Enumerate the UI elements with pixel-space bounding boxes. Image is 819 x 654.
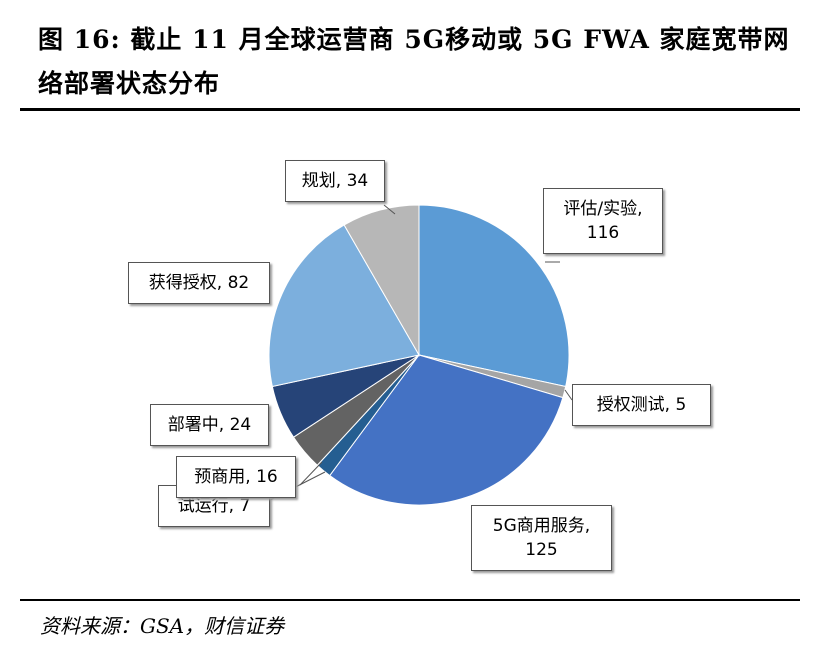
- leader-line-3: [299, 461, 323, 486]
- source-rule: [20, 599, 800, 601]
- label-5g-commercial: 5G商用服务, 125: [471, 505, 612, 571]
- label-bushuzhong: 部署中, 24: [150, 404, 269, 446]
- label-shouquanceshi: 授权测试, 5: [572, 384, 711, 426]
- pie-slice-2: [329, 354, 564, 506]
- pie-slice-6: [268, 224, 420, 388]
- label-pinggu-text: 评估/实验, 116: [563, 199, 643, 243]
- leader-line-0: [383, 204, 396, 215]
- title-rule: [20, 108, 800, 111]
- label-pinggu: 评估/实验, 116: [543, 188, 663, 254]
- label-huodeshouquan: 获得授权, 82: [128, 262, 270, 304]
- leader-line-2: [564, 389, 573, 401]
- label-yushangyong: 预商用, 16: [176, 456, 296, 498]
- source-note: 资料来源：GSA，财信证券: [40, 614, 285, 638]
- figure-title: 图 16: 截止 11 月全球运营商 5G移动或 5G FWA 家庭宽带网络部署…: [38, 25, 790, 98]
- pie-slice-0: [418, 204, 570, 388]
- label-guihua: 规划, 34: [285, 160, 385, 202]
- pie-slice-7: [343, 204, 420, 357]
